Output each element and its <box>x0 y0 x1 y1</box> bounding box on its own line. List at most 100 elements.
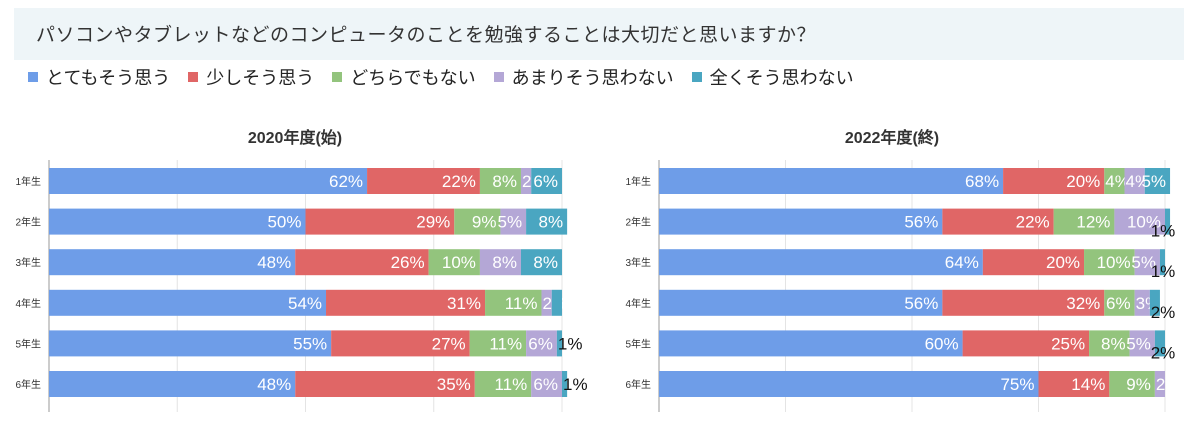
data-label: 26% <box>391 253 425 272</box>
bar-segment <box>1134 249 1160 276</box>
bar-segment <box>367 168 480 194</box>
bar-segment <box>485 289 542 316</box>
bar-segment <box>526 208 568 235</box>
bar-segment <box>305 208 455 235</box>
title-band <box>14 8 1184 60</box>
bar-segment <box>1084 249 1135 276</box>
legend-label: どちらでもない <box>350 68 476 89</box>
data-label: 9% <box>472 213 497 232</box>
data-label: 4% <box>1126 172 1151 191</box>
category-label: 4年生 <box>15 297 41 310</box>
bar-segment <box>982 249 1085 276</box>
chart-2020: 2020年度(始) 1年生62%22%8%2%6%2年生50%29%9%5%8%… <box>0 112 590 412</box>
data-label: 60% <box>925 334 959 353</box>
data-label: 8% <box>492 172 517 191</box>
bar-segment <box>659 289 943 316</box>
bar-segment <box>1109 371 1155 397</box>
legend-label: とてもそう思う <box>46 68 171 89</box>
bar-segment <box>942 289 1105 316</box>
data-label: 20% <box>1066 172 1100 191</box>
data-label: 12% <box>1076 213 1110 232</box>
bar-segment <box>295 371 475 397</box>
category-label: 6年生 <box>625 378 651 391</box>
bar-segment <box>1149 289 1160 316</box>
bar-segment <box>556 330 562 357</box>
legend-label: 少しそう思う <box>206 68 315 89</box>
legend-item-somewhat: 少しそう思う <box>188 64 314 90</box>
bar-segment <box>1129 330 1155 357</box>
bar-segment <box>469 330 527 357</box>
bar-segment <box>479 249 521 276</box>
bar-segment <box>49 371 296 397</box>
data-label: 55% <box>293 334 327 353</box>
data-label: 2% <box>1151 303 1176 322</box>
legend-swatch <box>332 72 343 82</box>
data-label: 9% <box>1126 375 1151 394</box>
bar-segment <box>49 289 327 316</box>
bar-segment <box>541 289 552 316</box>
category-label: 1年生 <box>15 175 41 188</box>
bar-segment <box>1144 168 1171 194</box>
data-label: 8% <box>492 253 517 272</box>
category-label: 5年生 <box>625 337 651 350</box>
bar-segment <box>1154 330 1165 357</box>
bar-segment <box>1038 371 1110 397</box>
data-label: 11% <box>494 375 527 394</box>
chart-2022: 2022年度(終) 1年生 68% 20% 4% 4% 5% 2年生 56% 22% 12% 10%… <box>596 112 1188 412</box>
bar-segment <box>331 330 470 357</box>
bar-segment <box>659 208 943 235</box>
bar-segment <box>1114 208 1165 235</box>
bar-segment <box>659 249 983 276</box>
bar-segment <box>428 249 480 276</box>
chart-plot: 1年生 68% 20% 4%4%5%2年生 56% 22% 12% 10%1%3年生 64% 20… <box>625 160 1181 412</box>
data-label: 64% <box>945 253 979 272</box>
legend-item-not-at-all: 全くそう思わない <box>691 64 854 90</box>
legend-swatch <box>28 72 38 82</box>
bar-segment <box>1053 208 1115 235</box>
legend-label: 全くそう思わない <box>709 68 854 89</box>
bar-segment <box>474 371 532 397</box>
legend-swatch <box>493 72 504 82</box>
category-label: 2年生 <box>625 216 651 229</box>
bar-segment <box>942 208 1054 235</box>
category-label: 3年生 <box>15 256 41 269</box>
data-label: 5% <box>498 213 523 232</box>
category-label: 6年生 <box>15 378 41 391</box>
chart-plot: 1年生62%22%8%2%6%2年生50%29%9%5%8%3年生48%26%1… <box>15 160 588 412</box>
category-label: 1年生 <box>625 175 651 188</box>
bar-segment <box>479 168 521 194</box>
data-label: 27% <box>432 334 466 353</box>
chart-title: 2020年度(始) <box>247 130 343 147</box>
bar-segment <box>1003 168 1105 194</box>
bar-segment <box>1104 168 1125 194</box>
data-label: 11% <box>505 294 538 313</box>
bar-segment <box>1104 289 1135 316</box>
data-label: 2% <box>1156 375 1181 394</box>
category-label: 4年生 <box>625 297 651 310</box>
data-label: 25% <box>1051 334 1085 353</box>
legend-swatch <box>188 72 199 82</box>
data-label: 48% <box>257 253 291 272</box>
data-label: 8% <box>533 253 558 272</box>
category-label: 5年生 <box>15 337 41 350</box>
data-label: 29% <box>416 213 450 232</box>
data-label: 6% <box>533 375 558 394</box>
data-label: 10% <box>1097 253 1131 272</box>
data-label: 5% <box>1131 253 1156 272</box>
data-label: 48% <box>257 375 291 394</box>
data-label: 8% <box>539 213 564 232</box>
bar-segment <box>520 168 532 194</box>
bar-segment <box>531 371 562 397</box>
bar-segment <box>454 208 501 235</box>
data-label: 10% <box>1127 213 1161 232</box>
data-label: 22% <box>442 172 476 191</box>
bar-segment <box>1089 330 1130 357</box>
legend-item-not-much: あまりそう思わない <box>493 64 674 90</box>
data-label: 14% <box>1071 375 1105 394</box>
bar-segment <box>531 168 562 194</box>
legend-swatch <box>691 72 702 82</box>
data-label: 1% <box>1151 262 1176 281</box>
data-label: 56% <box>904 213 938 232</box>
bar-segment <box>526 330 557 357</box>
data-label: 22% <box>1016 213 1050 232</box>
